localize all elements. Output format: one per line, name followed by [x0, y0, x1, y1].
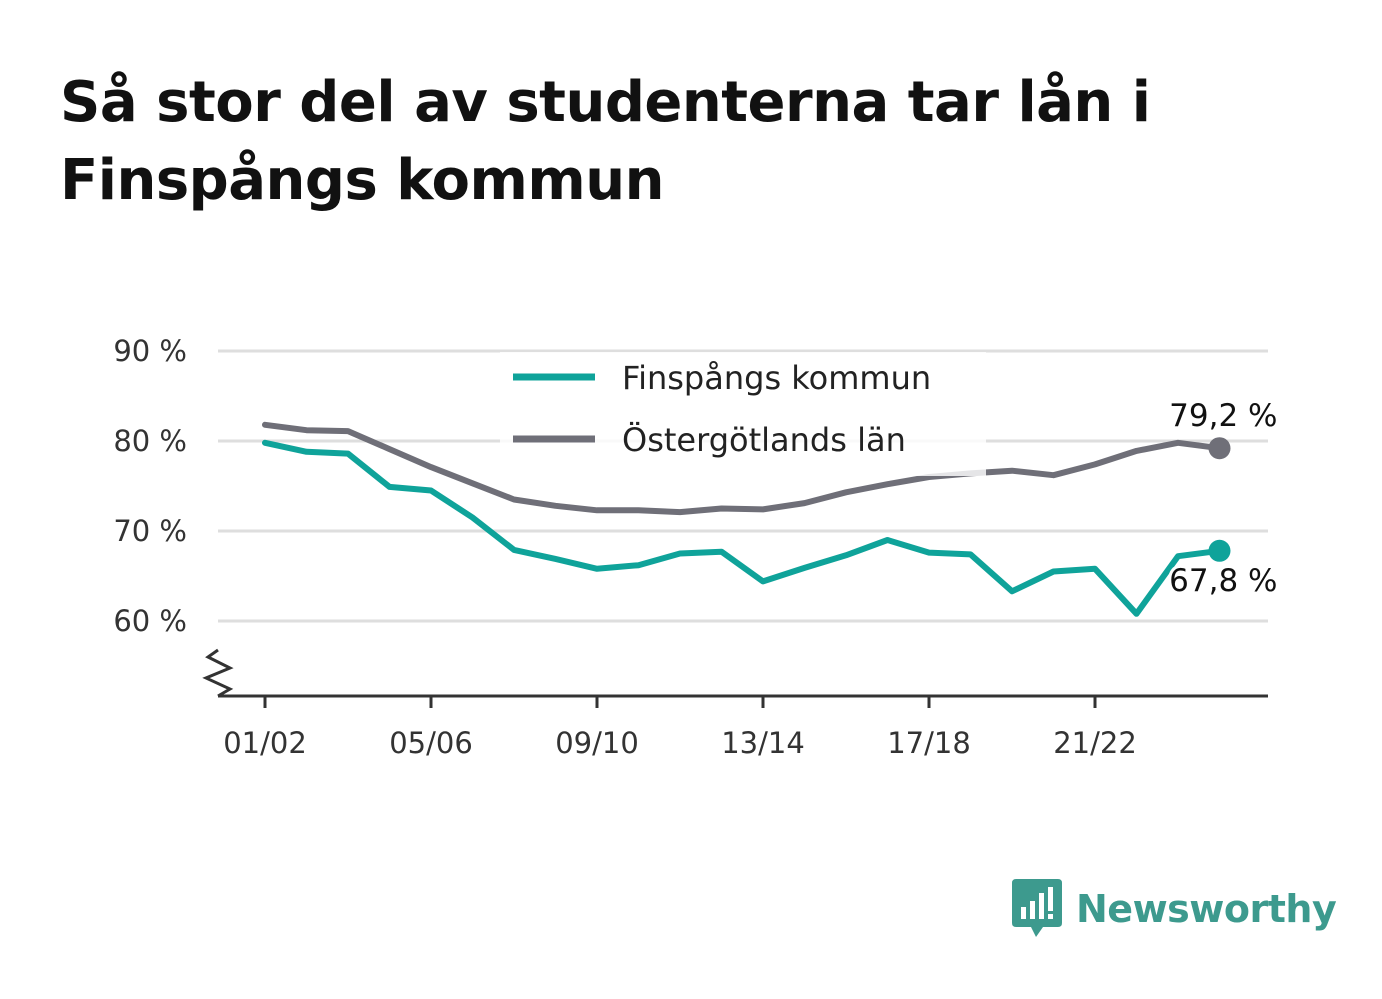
x-axis: 01/02 05/06 09/10 13/14 17/18 21/22	[202, 648, 1268, 760]
series-end-point	[1208, 437, 1231, 460]
legend: Finspångs kommun Östergötlands län	[500, 352, 986, 476]
axis-break-mark	[202, 648, 234, 698]
y-tick-label: 80 %	[113, 424, 187, 458]
x-tick-label: 05/06	[389, 726, 473, 760]
brand-name: Newsworthy	[1076, 887, 1337, 931]
legend-label: Finspångs kommun	[622, 359, 931, 397]
newsworthy-logo[interactable]: Newsworthy	[1012, 878, 1337, 940]
end-label-ostergotland: 79,2 %	[1169, 398, 1277, 434]
x-tick-label: 13/14	[721, 726, 805, 760]
x-tick-label: 21/22	[1053, 726, 1137, 760]
end-labels: 79,2 % 67,8 %	[1166, 398, 1280, 602]
x-tick-label: 09/10	[555, 726, 639, 760]
series-line	[262, 421, 1223, 516]
series-lines	[262, 421, 1231, 617]
series-end-point	[1208, 539, 1231, 562]
x-tick-label: 01/02	[223, 726, 307, 760]
newsworthy-logo-icon	[1012, 879, 1062, 937]
gridlines: 60 % 70 % 80 % 90 %	[113, 334, 1268, 638]
end-label-finspang: 67,8 %	[1169, 563, 1277, 599]
y-tick-label: 70 %	[113, 514, 187, 548]
x-tick-label: 17/18	[887, 726, 971, 760]
legend-box	[500, 352, 986, 476]
chart-title: Så stor del av studenterna tar lån i Fin…	[60, 70, 1151, 213]
y-tick-label: 60 %	[113, 604, 187, 638]
legend-label: Östergötlands län	[622, 421, 906, 459]
series-line	[262, 439, 1223, 617]
y-tick-label: 90 %	[113, 334, 187, 368]
